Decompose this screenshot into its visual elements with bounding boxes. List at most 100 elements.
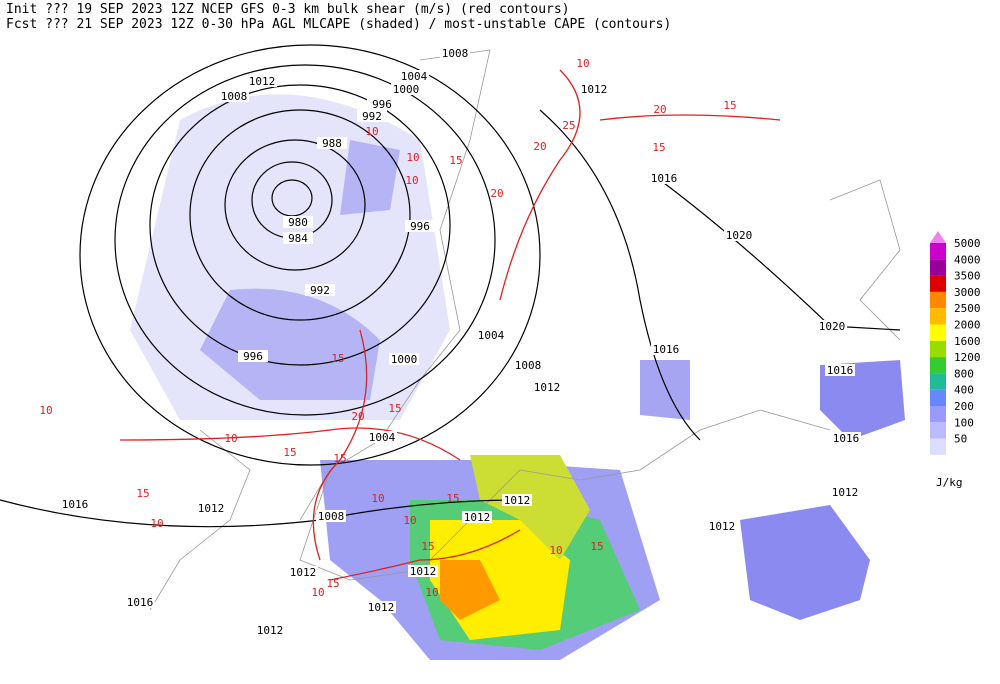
isobar-label: 1000: [393, 83, 420, 96]
isobar-label: 1012: [581, 83, 608, 96]
isobar-label: 1008: [442, 47, 469, 60]
label-box: [532, 381, 562, 393]
legend-unit: J/kg: [936, 476, 963, 489]
shear-label: 10: [371, 492, 384, 505]
label-box: [440, 47, 470, 59]
legend-swatch: [930, 373, 946, 390]
legend-label: 800: [954, 367, 974, 380]
legend-label: 5000: [954, 237, 981, 250]
isobar-label: 1012: [198, 502, 225, 515]
label-box: [462, 511, 492, 523]
isobar-label: 1016: [62, 498, 89, 511]
label-box: [817, 320, 847, 332]
isobar-label: 1004: [401, 70, 428, 83]
legend-swatch: [930, 275, 946, 292]
contour-labels: 1008101210081004100099699298898098499699…: [39, 47, 861, 637]
label-box: [283, 216, 313, 228]
label-box: [238, 350, 268, 362]
header-line-2: Fcst ??? 21 SEP 2023 12Z 0-30 hPa AGL ML…: [6, 17, 671, 32]
legend-arrow: [930, 231, 946, 243]
shear-label: 10: [365, 125, 378, 138]
label-box: [399, 70, 429, 82]
label-box: [196, 502, 226, 514]
label-box: [651, 343, 681, 355]
isobar-label: 988: [322, 137, 342, 150]
isobar-label: 1012: [464, 511, 491, 524]
label-box: [357, 110, 387, 122]
label-box: [305, 284, 335, 296]
label-box: [125, 596, 155, 608]
isobar-label: 1012: [368, 601, 395, 614]
shear-label: 15: [449, 154, 462, 167]
label-box: [825, 364, 855, 376]
coastlines: [149, 49, 901, 611]
shear-label: 10: [576, 57, 589, 70]
isobar-label: 984: [288, 232, 308, 245]
cape-shading: [130, 94, 905, 660]
legend-label: 1200: [954, 351, 981, 364]
legend-swatch: [930, 308, 946, 325]
legend-label: 1600: [954, 335, 981, 348]
isobar-label: 1000: [391, 353, 418, 366]
isobar-label: 980: [288, 216, 308, 229]
label-box: [288, 566, 318, 578]
shear-label: 15: [421, 540, 434, 553]
legend-label: 50: [954, 433, 967, 446]
label-box: [502, 494, 532, 506]
isobar-label: 1012: [410, 565, 437, 578]
legend-swatch: [930, 243, 946, 260]
isobar-label: 1020: [819, 320, 846, 333]
isobar-label: 996: [410, 220, 430, 233]
shear-label: 20: [490, 187, 503, 200]
shear-label: 10: [311, 586, 324, 599]
shear-label: 10: [425, 586, 438, 599]
legend-label: 200: [954, 400, 974, 413]
isobar-label: 1020: [726, 229, 753, 242]
label-box: [317, 137, 347, 149]
isobar-label: 1016: [127, 596, 154, 609]
isobar-label: 1012: [832, 486, 859, 499]
label-box: [247, 75, 277, 87]
shear-label: 20: [533, 140, 546, 153]
legend-swatch: [930, 291, 946, 309]
label-box: [60, 498, 90, 510]
label-box: [219, 90, 249, 102]
isobar-label: 1012: [249, 75, 276, 88]
label-box: [367, 431, 397, 443]
shear-label: 15: [723, 99, 736, 112]
isobar-label: 1012: [709, 520, 736, 533]
shear-label: 10: [150, 517, 163, 530]
legend-swatch: [930, 438, 946, 455]
shear-label: 10: [39, 404, 52, 417]
shear-label: 20: [351, 410, 364, 423]
label-box: [367, 98, 397, 110]
isobar-label: 1008: [318, 510, 345, 523]
isobar-label: 996: [372, 98, 392, 111]
shear-label: 15: [652, 141, 665, 154]
label-box: [366, 601, 396, 613]
legend-swatch: [930, 357, 946, 374]
isobar-label: 1008: [515, 359, 542, 372]
label-box: [707, 520, 737, 532]
isobar-label: 1016: [833, 432, 860, 445]
label-box: [831, 432, 861, 444]
label-box: [513, 359, 543, 371]
legend-swatch: [930, 340, 946, 358]
header-line-1: Init ??? 19 SEP 2023 12Z NCEP GFS 0-3 km…: [6, 2, 570, 17]
isobars: [0, 44, 901, 528]
isobar-label: 992: [362, 110, 382, 123]
shear-label: 15: [136, 487, 149, 500]
label-box: [476, 329, 506, 341]
legend-label: 2000: [954, 319, 981, 332]
isobar-label: 1016: [827, 364, 854, 377]
isobar-label: 1004: [478, 329, 505, 342]
label-box: [649, 172, 679, 184]
isobar-label: 1008: [221, 90, 248, 103]
legend-swatch: [930, 259, 946, 276]
shear-label: 10: [549, 544, 562, 557]
shear-label: 10: [406, 151, 419, 164]
shear-label: 15: [333, 452, 346, 465]
isobar-label: 1016: [651, 172, 678, 185]
isobar-label: 992: [310, 284, 330, 297]
legend-label: 100: [954, 416, 974, 429]
